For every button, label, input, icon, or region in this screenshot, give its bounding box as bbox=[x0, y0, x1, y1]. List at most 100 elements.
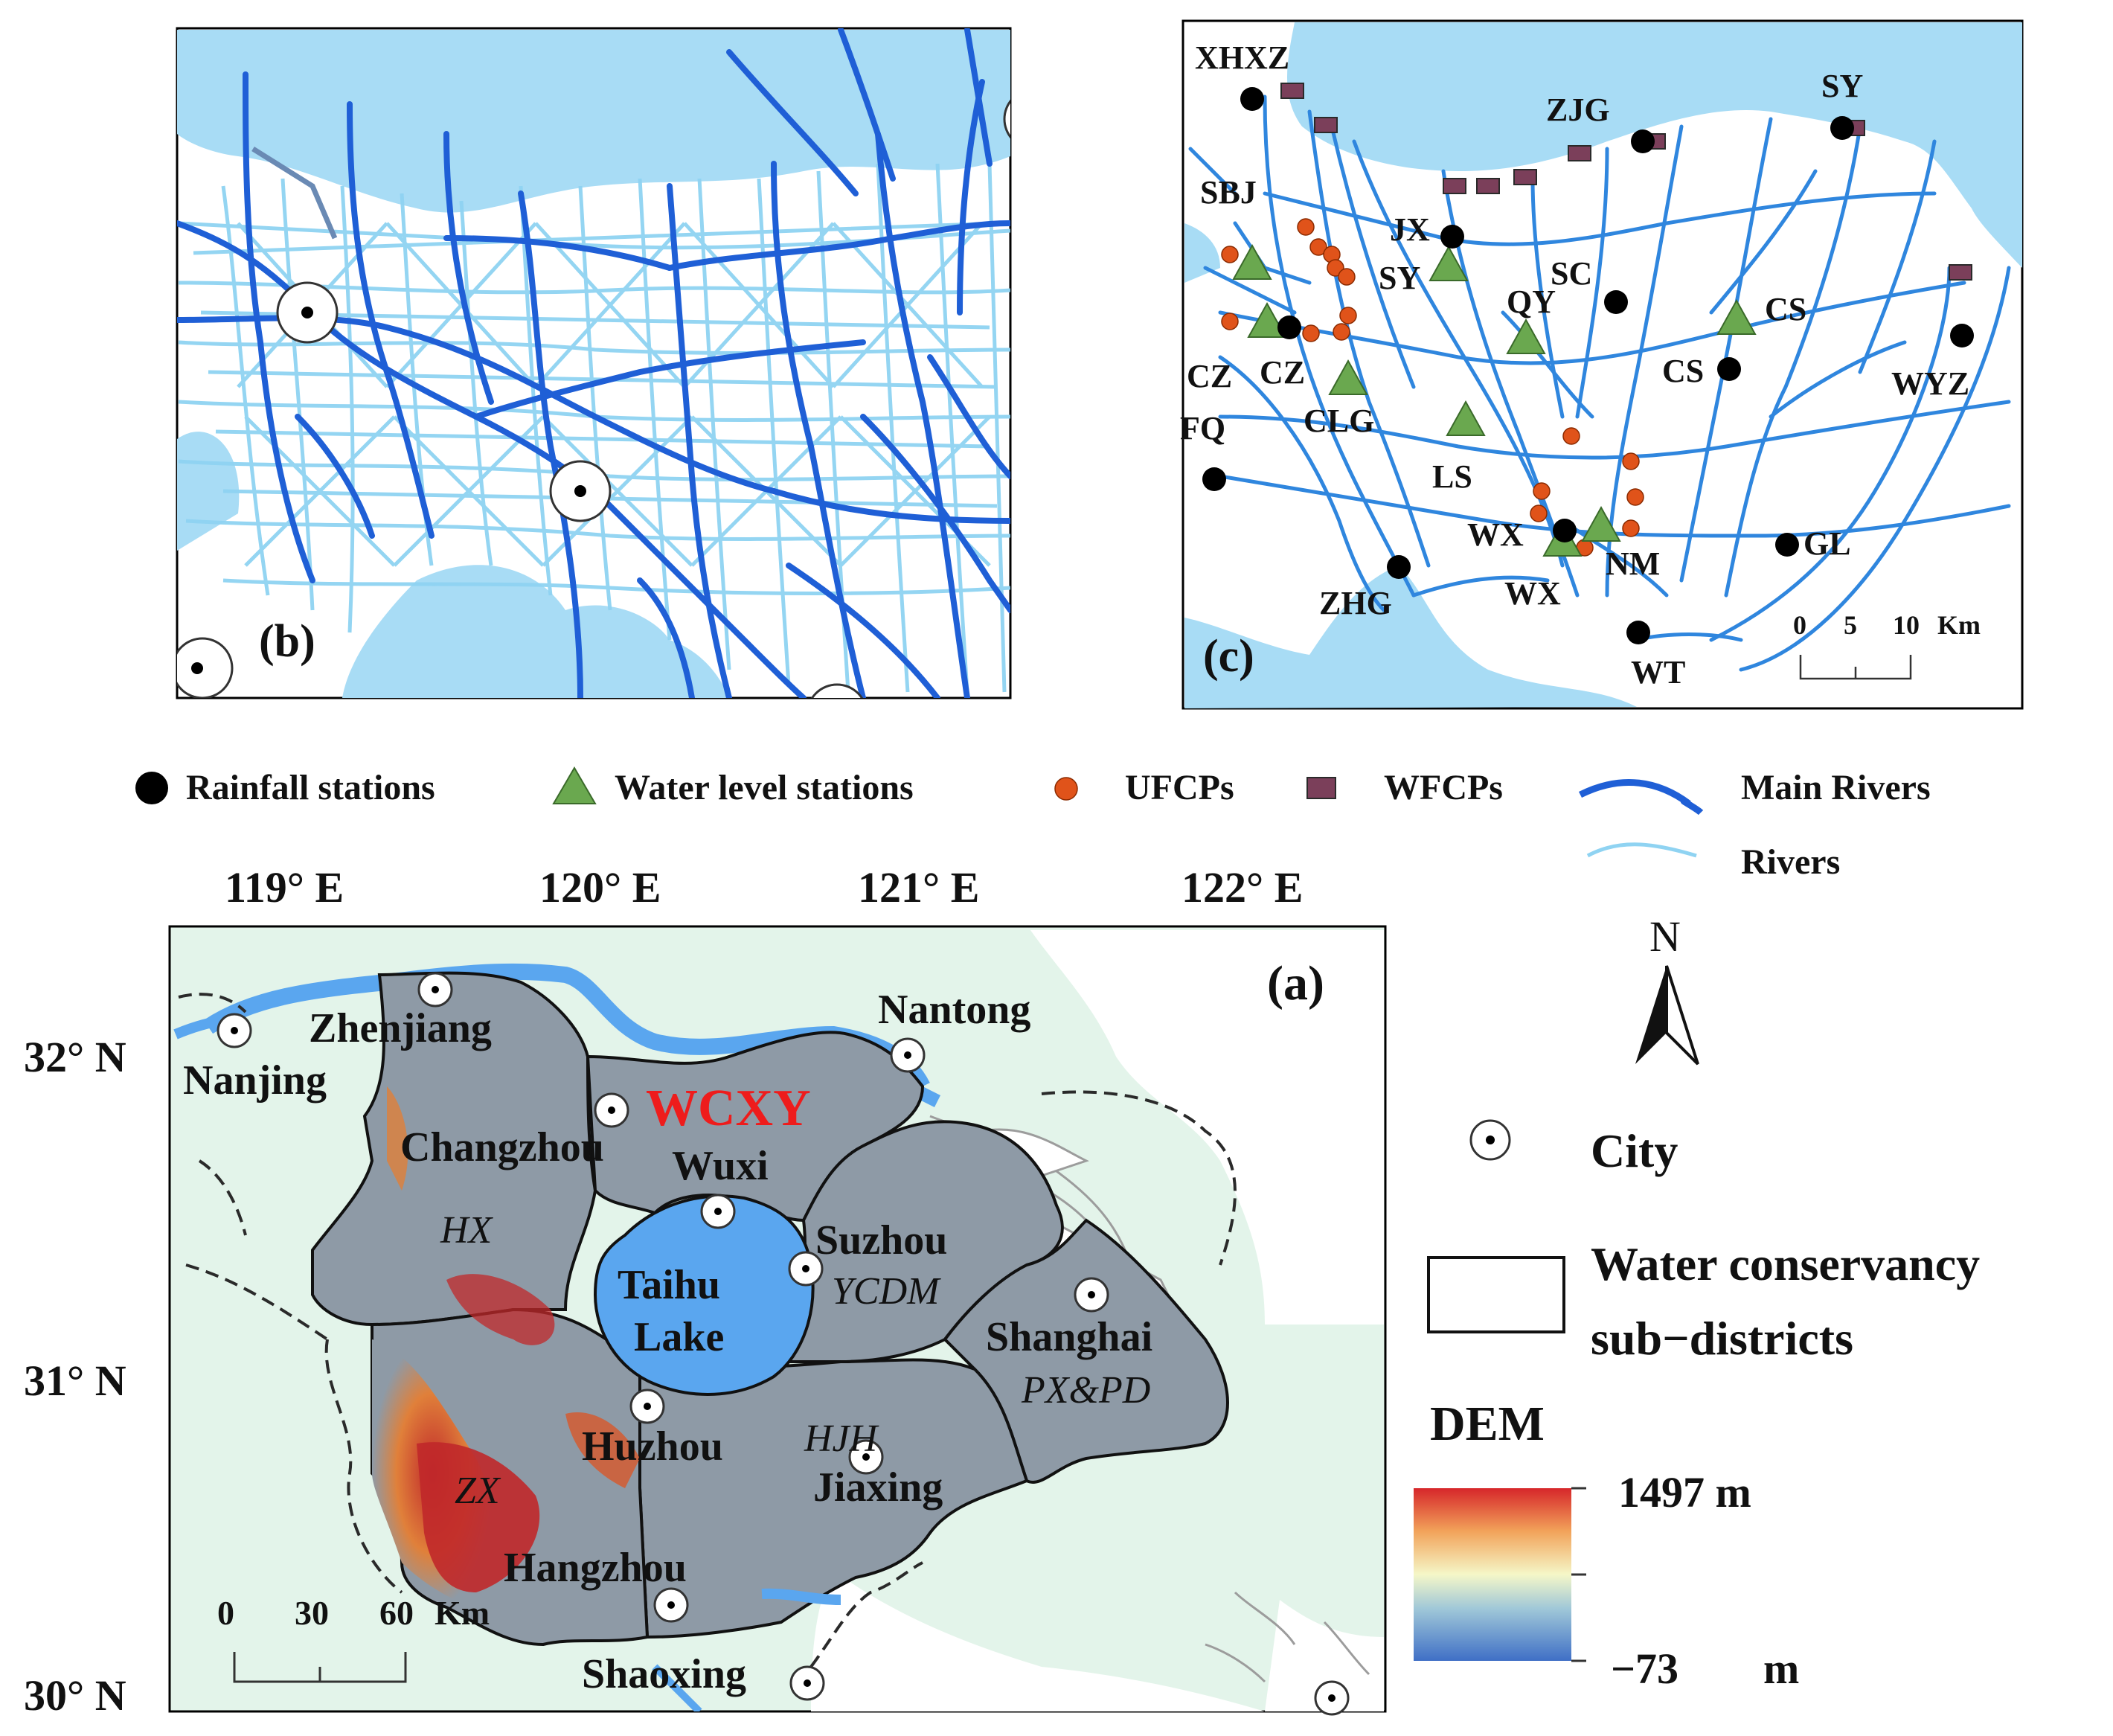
district-label-ycdm: YCDM bbox=[832, 1270, 941, 1313]
station-label: CS bbox=[1765, 291, 1806, 327]
station-label: CLG bbox=[1304, 403, 1374, 439]
rainfall-marker bbox=[1387, 555, 1411, 579]
district-legend-icon bbox=[1427, 1256, 1565, 1333]
city-icon bbox=[594, 1092, 629, 1128]
city-icon bbox=[217, 1013, 252, 1048]
city-marker-b1 bbox=[276, 281, 339, 344]
svg-text:32° N: 32° N bbox=[24, 1033, 126, 1081]
station-label: WX bbox=[1467, 516, 1524, 553]
water-level-legend-icon bbox=[552, 766, 597, 804]
region-hjh bbox=[638, 1358, 1029, 1639]
station-label: ZJG bbox=[1546, 92, 1610, 128]
taihu-lake bbox=[593, 1194, 815, 1396]
station-label: WT bbox=[1631, 654, 1685, 691]
rainfall-marker bbox=[1950, 324, 1974, 347]
svg-text:0: 0 bbox=[217, 1594, 234, 1632]
legend-city: City bbox=[1591, 1124, 1678, 1177]
svg-text:30° N: 30° N bbox=[24, 1671, 126, 1720]
city-icon bbox=[1074, 1277, 1109, 1313]
rainfall-marker bbox=[1604, 290, 1628, 314]
city-icon bbox=[417, 972, 453, 1008]
water-level-marker bbox=[1232, 243, 1272, 280]
legend-main-rivers: Main Rivers bbox=[1741, 768, 1931, 807]
svg-text:5: 5 bbox=[1844, 610, 1857, 640]
rainfall-marker bbox=[1202, 467, 1226, 491]
ufcp-marker bbox=[1626, 488, 1644, 506]
ufcp-marker bbox=[1530, 505, 1548, 522]
legend-ufcp: UFCPs bbox=[1125, 768, 1234, 807]
scale-bar-a: 0 30 60 Km bbox=[217, 1594, 490, 1683]
svg-text:121° E: 121° E bbox=[858, 863, 979, 912]
north-arrow-icon bbox=[1635, 965, 1699, 1066]
svg-text:122° E: 122° E bbox=[1181, 863, 1303, 912]
legend-rivers: Rivers bbox=[1741, 842, 1840, 882]
ufcp-marker bbox=[1533, 482, 1551, 500]
city-icon bbox=[700, 1194, 736, 1229]
svg-text:119° E: 119° E bbox=[225, 863, 344, 912]
station-label: FQ bbox=[1180, 410, 1225, 446]
water-level-marker bbox=[1506, 318, 1546, 354]
city-marker-b4 bbox=[1003, 99, 1010, 139]
water-level-marker bbox=[1247, 301, 1287, 338]
ufcp-marker bbox=[1297, 218, 1315, 236]
city-icon bbox=[789, 1665, 825, 1701]
panel-b-label: (b) bbox=[259, 616, 315, 667]
district-label-zx: ZX bbox=[455, 1470, 501, 1512]
legend-water-level: Water level stations bbox=[615, 768, 914, 807]
wfcp-marker bbox=[1443, 178, 1466, 194]
svg-text:120° E: 120° E bbox=[539, 863, 661, 912]
rainfall-marker bbox=[1775, 533, 1799, 557]
north-label: N bbox=[1649, 912, 1681, 961]
city-label-huzhou: Huzhou bbox=[582, 1423, 723, 1470]
rainfall-marker bbox=[1277, 316, 1301, 339]
city-icon bbox=[1314, 1680, 1350, 1716]
station-label: XHXZ bbox=[1195, 39, 1289, 76]
city-label-zhenjiang: Zhenjiang bbox=[309, 1005, 492, 1051]
legend-rainfall: Rainfall stations bbox=[186, 768, 435, 807]
city-marker-b2 bbox=[549, 460, 612, 522]
station-label: CS bbox=[1662, 353, 1704, 389]
legend-right: N City Water conservancy sub−districts D… bbox=[1414, 912, 1980, 1693]
rainfall-legend-icon bbox=[135, 772, 168, 804]
city-label-changzhou: Changzhou bbox=[400, 1124, 604, 1170]
rainfall-marker bbox=[1626, 621, 1650, 644]
panel-b: (b) bbox=[176, 27, 1012, 699]
ufcp-marker bbox=[1562, 427, 1580, 445]
ufcp-marker bbox=[1302, 324, 1320, 342]
wfcp-marker bbox=[1314, 117, 1338, 133]
station-label: SY bbox=[1379, 260, 1420, 296]
rainfall-marker bbox=[1717, 357, 1741, 381]
station-label: JX bbox=[1390, 211, 1430, 248]
wfcp-marker bbox=[1280, 83, 1304, 99]
legend-dem-title: DEM bbox=[1430, 1397, 1545, 1451]
city-markers bbox=[217, 972, 1350, 1716]
legend-dem-max: 1497 m bbox=[1618, 1468, 1751, 1516]
water-level-marker bbox=[1429, 245, 1469, 281]
station-label: WYZ bbox=[1891, 365, 1969, 402]
dem-colorbar bbox=[1414, 1488, 1571, 1661]
ufcp-marker bbox=[1622, 452, 1640, 470]
station-label: SY bbox=[1821, 68, 1863, 104]
wfcp-marker bbox=[1476, 178, 1500, 194]
station-label: CZ bbox=[1187, 358, 1232, 394]
svg-text:0: 0 bbox=[1793, 610, 1806, 640]
ufcp-marker bbox=[1221, 246, 1239, 263]
legend-dem-min: −73 bbox=[1611, 1644, 1678, 1693]
station-label: CZ bbox=[1260, 354, 1305, 391]
city-icon bbox=[890, 1037, 926, 1073]
district-label-hjh: HJH bbox=[804, 1418, 879, 1460]
city-label-nanjing: Nanjing bbox=[183, 1057, 327, 1104]
river-legend-icon bbox=[1586, 842, 1697, 858]
scale-bar-c: 0 5 10 Km bbox=[1793, 610, 1981, 680]
city-icon bbox=[629, 1389, 665, 1424]
longitude-ticks: 119° E 120° E 121° E 122° E bbox=[225, 863, 1303, 912]
city-icon bbox=[653, 1587, 689, 1623]
station-label: NM bbox=[1606, 545, 1660, 582]
station-label: QY bbox=[1507, 284, 1556, 320]
ufcp-marker bbox=[1622, 519, 1640, 537]
svg-text:30: 30 bbox=[295, 1594, 329, 1632]
ufcp-legend-icon bbox=[1054, 777, 1078, 801]
latitude-ticks: 32° N 31° N 30° N bbox=[24, 1033, 126, 1720]
city-icon bbox=[848, 1439, 884, 1475]
city-icon bbox=[788, 1251, 824, 1287]
